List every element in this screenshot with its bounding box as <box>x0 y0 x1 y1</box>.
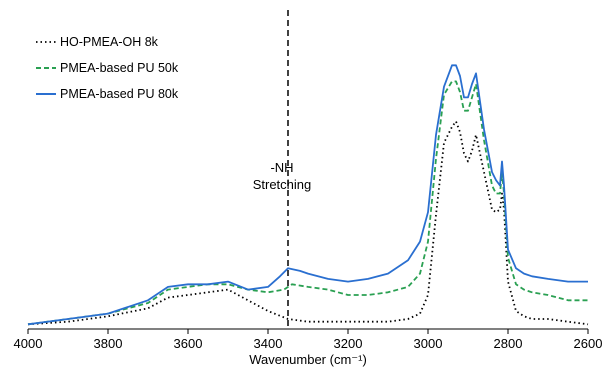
series-line-3 <box>27 64 588 326</box>
legend: HO-PMEA-OH 8k PMEA-based PU 50k PMEA-bas… <box>36 35 179 101</box>
legend-label: PMEA-based PU 50k <box>60 61 179 75</box>
plot-area: 4000 3800 3600 3400 3200 3000 2800 2600 -NH Str… <box>14 10 603 351</box>
x-tick-label: 3400 <box>254 336 283 351</box>
x-ticks: 4000 3800 3600 3400 3200 3000 2800 2600 <box>14 329 603 351</box>
x-tick-label: 4000 <box>14 336 43 351</box>
x-tick-label: 3000 <box>414 336 443 351</box>
legend-item: PMEA-based PU 50k <box>36 61 179 75</box>
legend-label: PMEA-based PU 80k <box>60 87 179 101</box>
series-line-1 <box>27 120 589 326</box>
x-tick-label: 3600 <box>174 336 203 351</box>
x-axis-title: Wavenumber (cm⁻¹) <box>249 352 367 367</box>
legend-item: HO-PMEA-OH 8k <box>36 35 159 49</box>
annotation-text-line-2: Stretching <box>253 177 312 192</box>
series-layer <box>27 64 589 326</box>
series-line-2 <box>27 80 588 326</box>
annotation-text-line-1: -NH <box>270 160 293 175</box>
x-tick-label: 3200 <box>334 336 363 351</box>
legend-item: PMEA-based PU 80k <box>36 87 179 101</box>
legend-label: HO-PMEA-OH 8k <box>60 35 159 49</box>
x-tick-label: 2600 <box>574 336 603 351</box>
x-tick-label: 2800 <box>494 336 523 351</box>
x-tick-label: 3800 <box>94 336 123 351</box>
